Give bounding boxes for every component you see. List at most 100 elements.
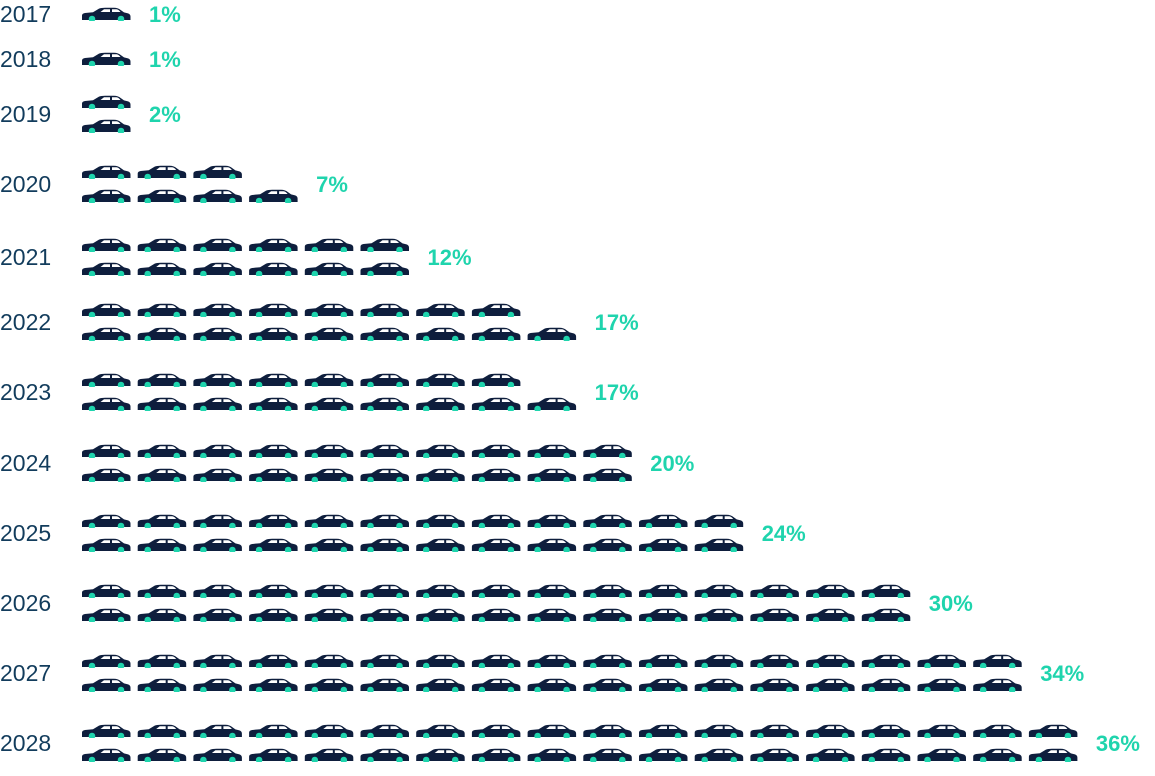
car-icon [360,262,409,276]
car-icon [137,238,187,252]
car-icon [471,724,521,738]
car-icon [806,748,855,762]
car-icon [193,262,242,276]
car-icon [583,724,632,738]
car-icon [583,514,632,528]
car-icon [973,654,1022,668]
car-icon [193,584,242,598]
percent-label: 12% [428,245,472,270]
car-icon [82,119,131,133]
car-icon [82,303,131,317]
car-icon [694,608,744,622]
car-icon [360,444,409,458]
car-icon [193,303,242,317]
car-icon [249,678,298,692]
car-icon [82,514,131,528]
car-icon [82,238,131,252]
car-icon [193,468,242,482]
car-icon [416,538,465,552]
percent-label: 20% [650,451,694,476]
car-icon [82,608,131,622]
car-icon [137,748,187,762]
car-icon [304,444,354,458]
percent-label: 30% [929,591,973,616]
car-icon [861,654,911,668]
car-icon [249,444,298,458]
car-icon [471,748,521,762]
car-icon [193,538,242,552]
car-icon [193,189,242,203]
car-icon [82,584,131,598]
year-label: 2025 [0,520,51,546]
car-icon [82,189,131,203]
car-icon [360,608,409,622]
car-icon [193,444,242,458]
car-icon [583,678,632,692]
car-icon [304,748,354,762]
car-icon [806,584,855,598]
year-label: 2027 [0,660,51,686]
car-icon [527,538,577,552]
car-icon [360,373,409,387]
car-icon [639,538,688,552]
car-icon [193,397,242,411]
car-icon [82,748,131,762]
car-icon [137,584,187,598]
car-icon [416,327,465,341]
car-icon [137,678,187,692]
car-icon [750,608,799,622]
car-icon [360,724,409,738]
car-icon [750,748,799,762]
car-icon [249,373,298,387]
car-icon [471,468,521,482]
year-label: 2022 [0,309,51,335]
car-icon [137,538,187,552]
car-icon [249,538,298,552]
car-icon [304,327,354,341]
car-icon [137,165,187,179]
car-icon [249,654,298,668]
car-icon [471,444,521,458]
car-icon [193,748,242,762]
car-icon [416,654,465,668]
car-icon [249,468,298,482]
car-icon [806,608,855,622]
car-icon [527,397,577,411]
car-icon [416,444,465,458]
car-icon [360,654,409,668]
car-icon [416,584,465,598]
car-icon [639,678,688,692]
car-icon [360,468,409,482]
car-icon [583,748,632,762]
car-icon [249,262,298,276]
car-icon [416,514,465,528]
car-icon [137,608,187,622]
car-icon [82,444,131,458]
car-icon [471,608,521,622]
car-icon [973,748,1022,762]
car-icon [973,678,1022,692]
year-label: 2028 [0,730,51,756]
percent-label: 1% [149,47,181,72]
car-icon [750,584,799,598]
car-icon [861,724,911,738]
year-label: 2026 [0,590,51,616]
car-icon [360,748,409,762]
car-icon [193,373,242,387]
car-icon [416,678,465,692]
percent-label: 36% [1096,731,1140,756]
year-label: 2024 [0,450,51,476]
car-icon [639,514,688,528]
car-icon [360,303,409,317]
car-icon [304,514,354,528]
car-icon [249,189,298,203]
car-icon [583,468,632,482]
car-icon [527,678,577,692]
car-icon [360,678,409,692]
car-icon [583,444,632,458]
car-icon [639,724,688,738]
car-icon [527,514,577,528]
car-icon [360,327,409,341]
car-icon [471,373,521,387]
car-icon [193,514,242,528]
